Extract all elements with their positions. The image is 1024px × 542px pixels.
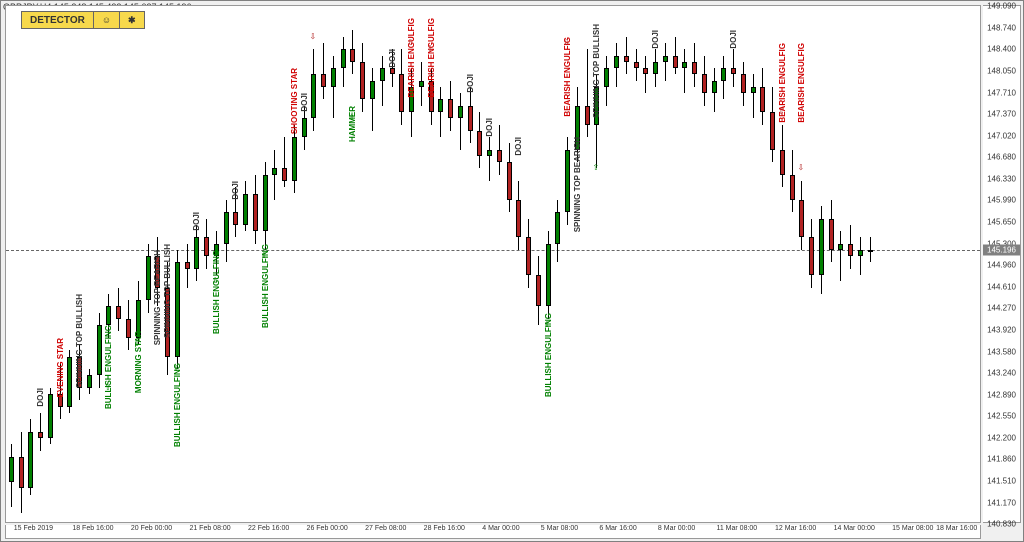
signal-arrow-icon: ⇧ (173, 365, 180, 373)
x-tick: 6 Mar 16:00 (599, 525, 636, 532)
y-tick: 142.550 (987, 412, 1016, 421)
signal-arrow-icon: ⇩ (309, 33, 316, 41)
y-tick: 147.370 (987, 109, 1016, 118)
signal-arrow-icon: ⇩ (778, 108, 785, 116)
y-tick: 141.860 (987, 455, 1016, 464)
x-tick: 15 Feb 2019 (14, 525, 53, 532)
pattern-label: SPINNING TOP BEARISH (573, 137, 582, 232)
x-tick: 8 Mar 00:00 (658, 525, 695, 532)
x-tick: 15 Mar 08:00 (892, 525, 933, 532)
x-tick: 20 Feb 00:00 (131, 525, 172, 532)
y-tick: 144.270 (987, 304, 1016, 313)
signal-arrow-icon: ⇩ (427, 45, 434, 53)
pattern-label: DOJI (300, 93, 309, 112)
x-tick: 27 Feb 08:00 (365, 525, 406, 532)
y-tick: 143.240 (987, 368, 1016, 377)
price-chart-area[interactable]: DOJI EVENING STAR SPINNING TOP BULLISH BULL… (5, 5, 981, 523)
y-tick: 146.330 (987, 175, 1016, 184)
y-tick: 149.090 (987, 2, 1016, 11)
current-price-badge: 145.196 (983, 245, 1020, 256)
signal-arrow-icon: ⇧ (134, 340, 141, 348)
x-tick: 18 Feb 16:00 (72, 525, 113, 532)
y-tick: 146.680 (987, 153, 1016, 162)
pattern-label: DOJI (729, 30, 738, 49)
y-tick: 148.050 (987, 67, 1016, 76)
pattern-label: SPINNING TOP BULLISH (75, 294, 84, 388)
pattern-label: DOJI (36, 388, 45, 407)
detector-label-button[interactable]: DETECTOR (22, 12, 94, 28)
pattern-label: BULLISH ENGULFING (212, 250, 221, 334)
pattern-label: SHOOTING STAR (290, 68, 299, 134)
pattern-label: BEARISH ENGULFIG (563, 37, 572, 117)
x-tick: 14 Mar 00:00 (834, 525, 875, 532)
y-tick: 142.890 (987, 390, 1016, 399)
y-tick: 148.740 (987, 23, 1016, 32)
y-tick: 148.400 (987, 45, 1016, 54)
pattern-label: BULLISH ENGULFING (104, 325, 113, 409)
signal-arrow-icon: ⇩ (407, 39, 414, 47)
pattern-label: BULLISH ENGULFING (173, 363, 182, 447)
pattern-label: SPINNING TOP BULLISH (163, 244, 172, 338)
y-tick: 144.610 (987, 282, 1016, 291)
signal-arrow-icon: ⇧ (348, 114, 355, 122)
y-tick: 145.650 (987, 217, 1016, 226)
y-tick: 140.830 (987, 520, 1016, 529)
x-tick: 28 Feb 16:00 (424, 525, 465, 532)
pattern-label: DOJI (514, 137, 523, 156)
time-axis: 15 Feb 2019 18 Feb 16:00 20 Feb 00:00 21 Fe… (5, 525, 981, 539)
pattern-label: DOJI (651, 30, 660, 49)
y-tick: 141.510 (987, 477, 1016, 486)
pattern-label: EVENING STAR (56, 338, 65, 397)
pattern-label: SPINNING TOP BEARISH (153, 250, 162, 345)
pattern-label: BEARISH ENGULFIG (407, 18, 416, 98)
pattern-label: HAMMER (348, 106, 357, 142)
price-axis: 149.090 148.740 148.400 148.050 147.710 147.3… (983, 5, 1021, 523)
pattern-label: BEARISH ENGULFIG (797, 43, 806, 123)
y-tick: 143.920 (987, 326, 1016, 335)
y-tick: 147.020 (987, 131, 1016, 140)
x-tick: 12 Mar 16:00 (775, 525, 816, 532)
pattern-label: DOJI (388, 49, 397, 68)
y-tick: 144.960 (987, 261, 1016, 270)
x-tick: 22 Feb 16:00 (248, 525, 289, 532)
chart-window: GBPJPY,H4 145.248 145.432 145.037 145.19… (0, 0, 1024, 542)
signal-arrow-icon: ⇩ (797, 164, 804, 172)
y-tick: 143.580 (987, 347, 1016, 356)
detector-toolbar: DETECTOR ☺ ✱ (21, 11, 145, 29)
signal-arrow-icon: ⇧ (104, 384, 111, 392)
pattern-label: DOJI (231, 181, 240, 200)
pattern-label: DOJI (485, 118, 494, 137)
x-tick: 11 Mar 08:00 (716, 525, 757, 532)
y-tick: 145.990 (987, 196, 1016, 205)
x-tick: 5 Mar 08:00 (541, 525, 578, 532)
y-tick: 147.710 (987, 88, 1016, 97)
signal-arrow-icon: ⇧ (261, 252, 268, 260)
detector-star-icon[interactable]: ✱ (120, 12, 144, 28)
pattern-label: SPINNING TOP BULLISH (592, 24, 601, 118)
detector-face-icon[interactable]: ☺ (94, 12, 120, 28)
pattern-label: DOJI (466, 74, 475, 93)
signal-arrow-icon: ⇧ (212, 277, 219, 285)
y-tick: 141.170 (987, 498, 1016, 507)
signal-arrow-icon: ⇩ (563, 39, 570, 47)
signal-arrow-icon: ⇧ (592, 164, 599, 172)
x-tick: 21 Feb 08:00 (189, 525, 230, 532)
y-tick: 142.200 (987, 434, 1016, 443)
pattern-label: BEARISH ENGULFIG (427, 18, 436, 98)
pattern-label: DOJI (192, 212, 201, 231)
x-tick: 18 Mar 16:00 (936, 525, 977, 532)
signal-arrow-icon: ⇧ (544, 321, 551, 329)
x-tick: 4 Mar 00:00 (482, 525, 519, 532)
x-tick: 26 Feb 00:00 (307, 525, 348, 532)
